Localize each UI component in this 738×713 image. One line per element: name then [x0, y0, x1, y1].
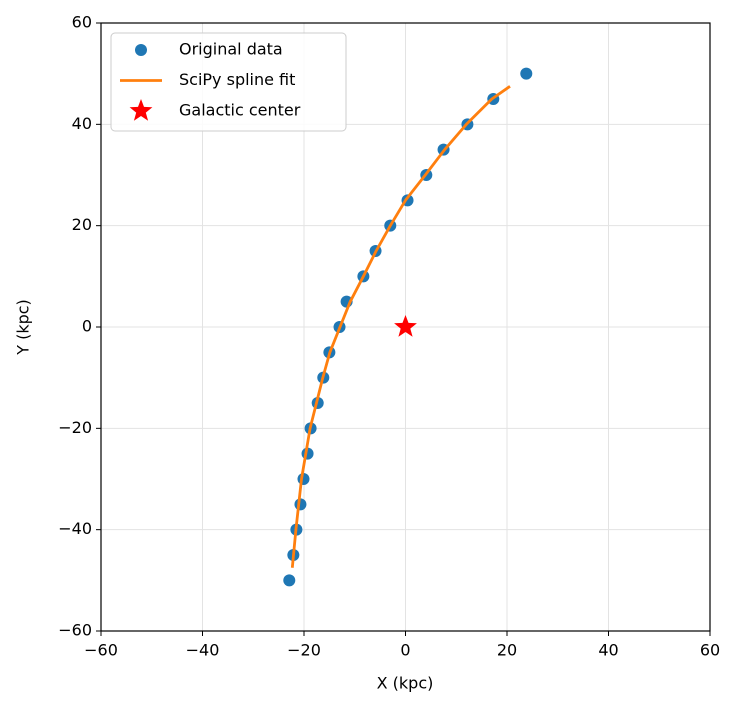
y-tick-label: −60	[58, 621, 92, 640]
x-tick-label: 0	[400, 641, 410, 660]
legend-marker	[135, 44, 147, 56]
y-tick-label: 60	[72, 13, 92, 32]
data-point	[520, 67, 533, 80]
star-marker	[394, 315, 417, 337]
legend-label: Original data	[179, 40, 283, 59]
legend-label: Galactic center	[179, 101, 301, 120]
legend-box	[110, 32, 347, 132]
y-tick-label: 0	[82, 317, 92, 336]
x-tick-label: −40	[186, 641, 220, 660]
y-tick-label: 40	[72, 114, 92, 133]
data-point	[283, 574, 296, 587]
y-tick-label: −40	[58, 519, 92, 538]
y-tick-label: −20	[58, 418, 92, 437]
x-tick-label: −20	[287, 641, 321, 660]
x-tick-label: 60	[700, 641, 720, 660]
x-tick-label: 40	[598, 641, 618, 660]
x-tick-label: 20	[497, 641, 517, 660]
legend-label: SciPy spline fit	[179, 70, 295, 89]
y-axis-label: Y (kpc)	[14, 299, 33, 356]
y-tick-label: 20	[72, 215, 92, 234]
x-tick-label: −60	[84, 641, 118, 660]
x-axis-label: X (kpc)	[377, 674, 434, 693]
spline-line	[290, 85, 511, 568]
legend-marker	[129, 99, 153, 121]
